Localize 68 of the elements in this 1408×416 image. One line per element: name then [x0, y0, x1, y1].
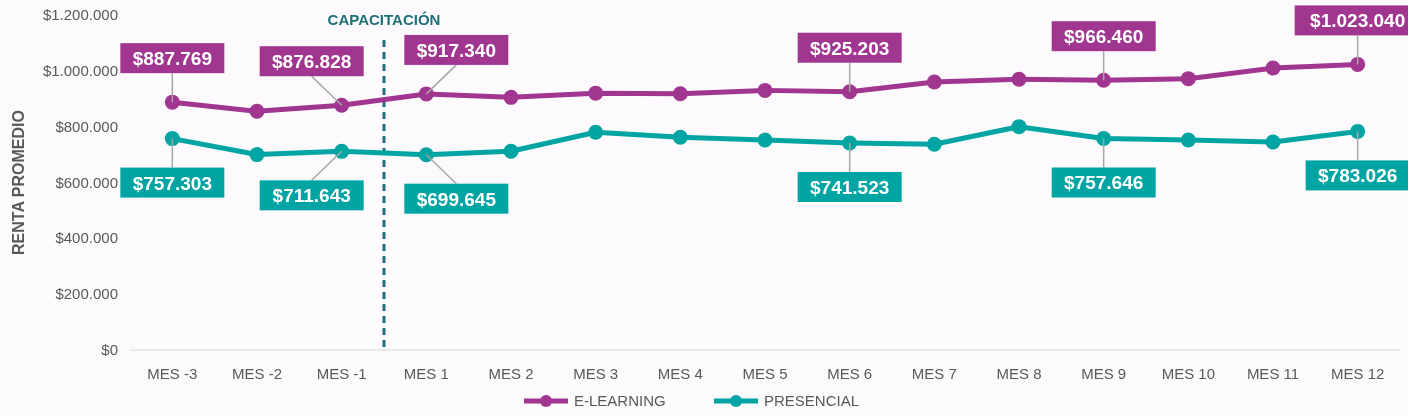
data-label: $966.460 [1064, 26, 1144, 48]
legend-label: PRESENCIAL [764, 392, 860, 409]
point [926, 136, 942, 152]
legend-label: E-LEARNING [574, 392, 666, 409]
x-tick-label: MES 8 [996, 365, 1042, 382]
point [1011, 71, 1027, 87]
point [164, 94, 180, 110]
data-label: $757.646 [1064, 172, 1144, 194]
data-label: $711.643 [272, 185, 351, 207]
point [757, 82, 773, 98]
point [1011, 119, 1027, 135]
x-tick-label: MES -1 [316, 365, 367, 382]
point [503, 89, 519, 105]
x-tick-label: MES -2 [231, 365, 283, 382]
data-label: $783.026 [1318, 165, 1398, 187]
data-label: $925.203 [810, 37, 890, 59]
point [926, 74, 942, 90]
x-tick-label: MES 1 [403, 365, 449, 382]
point [672, 86, 688, 102]
point [842, 84, 858, 100]
x-tick-label: MES 3 [573, 365, 619, 382]
annotation: CAPACITACIÓN [327, 11, 441, 28]
point [418, 86, 434, 102]
x-tick-label: MES 5 [742, 365, 788, 382]
y-tick-label: $0 [101, 341, 118, 358]
x-tick-label: MES -3 [147, 365, 198, 382]
data-label: $876.828 [272, 51, 352, 73]
data-label: $757.303 [132, 172, 212, 194]
point [164, 131, 180, 147]
y-tick-label: $400.000 [55, 229, 118, 247]
x-tick-label: MES 6 [827, 365, 873, 382]
point [1096, 72, 1112, 88]
y-tick-label: $200.000 [55, 285, 118, 303]
y-tick-label: $600.000 [55, 173, 118, 191]
point [842, 135, 858, 151]
point [249, 147, 265, 163]
y-tick-label: $1.200.000 [42, 6, 118, 23]
x-tick-label: MES 10 [1161, 365, 1216, 382]
y-tick-label: $800.000 [55, 117, 118, 135]
point [503, 143, 519, 159]
data-label: $917.340 [416, 39, 496, 61]
y-axis-title: RENTA PROMEDIO [10, 110, 27, 255]
point [1350, 123, 1366, 139]
point [334, 143, 350, 159]
point [1265, 134, 1281, 150]
point [1350, 56, 1366, 72]
point [1180, 71, 1196, 87]
point [1096, 130, 1112, 146]
x-tick-label: MES 7 [911, 365, 957, 382]
x-tick-label: MES 12 [1330, 365, 1385, 382]
y-tick-label: $1.000.000 [42, 61, 118, 79]
point [757, 132, 773, 148]
point [334, 97, 350, 113]
point [588, 124, 604, 140]
point [672, 129, 688, 145]
point [249, 103, 265, 119]
point [1180, 132, 1196, 148]
data-label: $887.769 [132, 48, 212, 70]
point [418, 147, 434, 163]
data-label: $741.523 [810, 176, 890, 198]
point [588, 85, 604, 101]
x-tick-label: MES 11 [1246, 365, 1300, 382]
x-tick-label: MES 2 [488, 365, 534, 382]
x-tick-label: MES 4 [657, 365, 703, 382]
data-label: $699.645 [416, 188, 497, 210]
data-label: $1.023.040 [1310, 10, 1406, 32]
x-tick-label: MES 9 [1081, 365, 1127, 382]
point [1265, 60, 1281, 76]
